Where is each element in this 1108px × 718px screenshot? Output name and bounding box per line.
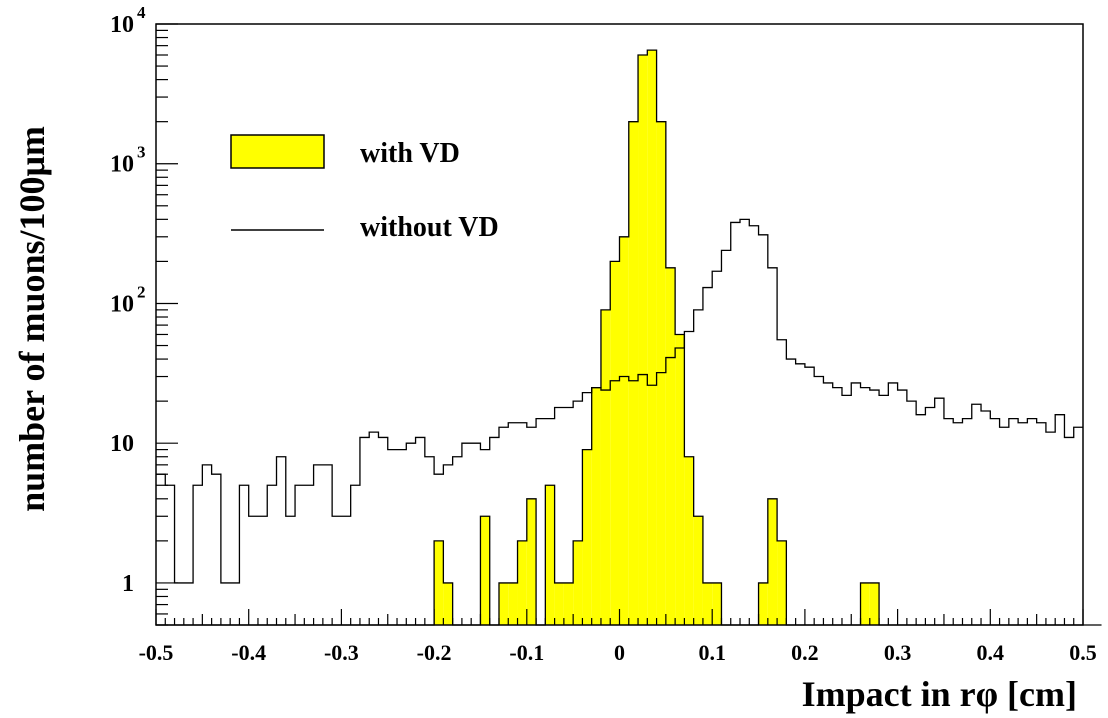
x-tick-label: -0.1: [509, 640, 544, 665]
y-tick-label: 10: [110, 291, 134, 317]
legend-label-with-vd: with VD: [360, 138, 460, 169]
with-vd-bin: [610, 261, 620, 625]
with-vd-bin: [619, 236, 629, 625]
plot-area: [155, 23, 1102, 626]
with-vd-bin: [702, 582, 713, 625]
y-tick-label: 10: [110, 12, 134, 38]
legend: with VD without VD: [230, 134, 499, 243]
with-vd-bin: [758, 582, 768, 625]
x-tick-label: 0.5: [1069, 640, 1097, 665]
x-axis-ticks: -0.5 -0.4 -0.3 -0.2 -0.1 0 0.1 0.2 0.3 0.4 0.5: [139, 609, 1097, 665]
legend-swatch-with-vd: [230, 134, 325, 169]
y-tick-exponent: 4: [137, 3, 146, 22]
with-vd-bin: [480, 516, 490, 625]
y-tick-exponent: 3: [137, 143, 146, 162]
with-vd-bin: [869, 582, 880, 625]
x-axis-title: Impact in rφ [cm]: [802, 674, 1077, 714]
with-vd-bin: [582, 449, 592, 625]
with-vd-bin: [600, 309, 611, 625]
x-tick-label: -0.4: [231, 640, 266, 665]
y-tick-exponent: 2: [137, 282, 146, 301]
with-vd-bin: [526, 498, 537, 625]
with-vd-bin: [628, 121, 639, 625]
with-vd-bin: [777, 540, 787, 625]
with-vd-bin: [767, 498, 778, 625]
with-vd-bin: [656, 121, 666, 625]
with-vd-bin: [554, 582, 564, 625]
with-vd-bin: [693, 516, 703, 625]
x-tick-label: 0.1: [698, 640, 726, 665]
with-vd-bin: [563, 582, 574, 625]
x-tick-label: 0.3: [884, 640, 912, 665]
with-vd-bin: [545, 485, 555, 625]
without-vd-line: [156, 218, 1083, 584]
with-vd-bin: [647, 50, 657, 626]
with-vd-bin: [434, 540, 444, 625]
with-vd-bin: [508, 582, 518, 625]
x-tick-label: -0.5: [139, 640, 174, 665]
x-tick-label: -0.3: [324, 640, 359, 665]
y-tick-label: 10: [110, 152, 134, 178]
with-vd-bin: [591, 387, 601, 625]
with-vd-bin: [665, 267, 676, 625]
with-vd-bin: [684, 456, 694, 625]
with-vd-bin: [638, 54, 648, 625]
with-vd-bin: [443, 582, 453, 625]
with-vd-bin: [573, 540, 583, 625]
with-vd-bin: [712, 582, 722, 625]
x-tick-label: 0: [614, 640, 625, 665]
x-tick-label: 0.2: [791, 640, 819, 665]
with-vd-bin: [517, 540, 527, 625]
y-axis-title: number of muons/100μm: [12, 126, 52, 512]
with-vd-bin: [860, 582, 870, 625]
y-tick-label: 10: [110, 431, 134, 457]
x-tick-label: 0.4: [977, 640, 1005, 665]
with-vd-bin: [675, 334, 685, 625]
y-tick-label: 1: [122, 571, 134, 597]
with-vd-bin: [498, 582, 509, 625]
x-tick-label: -0.2: [417, 640, 452, 665]
legend-label-without-vd: without VD: [360, 212, 499, 243]
